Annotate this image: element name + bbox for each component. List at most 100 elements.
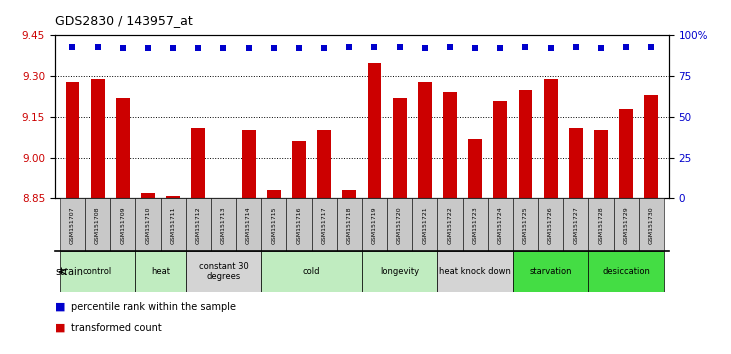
Bar [317,130,331,198]
Bar [463,198,488,251]
Bar [488,198,513,251]
Text: starvation: starvation [529,267,572,276]
Bar [418,81,432,198]
Bar [192,128,205,198]
Point [117,46,129,51]
Bar [85,198,110,251]
Bar [135,251,186,292]
Point [243,46,254,51]
Text: GSM151714: GSM151714 [246,206,251,244]
Bar [311,198,337,251]
Text: cold: cold [303,267,320,276]
Text: GSM151722: GSM151722 [447,206,452,244]
Text: GSM151725: GSM151725 [523,206,528,244]
Bar [216,198,230,201]
Point [444,44,455,50]
Bar [211,198,236,251]
Text: control: control [83,267,113,276]
Point [419,46,431,51]
Point [192,46,204,51]
Bar [493,101,507,198]
Bar [267,190,281,198]
Text: GSM151724: GSM151724 [498,206,503,244]
Bar [588,198,613,251]
Point [570,44,582,50]
Text: transformed count: transformed count [71,323,162,333]
Bar [387,198,412,251]
Bar [166,195,180,198]
Bar [613,198,639,251]
Text: GSM151709: GSM151709 [121,206,125,244]
Point [368,44,380,50]
Text: GSM151707: GSM151707 [70,206,75,244]
Bar [292,141,306,198]
Point [218,46,230,51]
Point [520,44,531,50]
Bar [261,198,287,251]
Bar [412,198,437,251]
Bar [544,79,558,198]
Bar [513,251,588,292]
Text: GSM151730: GSM151730 [648,206,654,244]
Point [92,44,104,50]
Bar [518,90,532,198]
Text: GSM151728: GSM151728 [599,206,603,244]
Point [545,46,556,51]
Text: GSM151718: GSM151718 [346,206,352,244]
Bar [468,138,482,198]
Point [268,46,280,51]
Bar [186,198,211,251]
Text: GSM151721: GSM151721 [423,206,427,244]
Bar [513,198,538,251]
Text: constant 30
degrees: constant 30 degrees [199,262,249,281]
Text: GSM151708: GSM151708 [95,206,100,244]
Text: GSM151729: GSM151729 [624,206,629,244]
Bar [115,98,129,198]
Bar [242,130,256,198]
Text: GSM151726: GSM151726 [548,206,553,244]
Text: GSM151717: GSM151717 [322,206,327,244]
Text: heat knock down: heat knock down [439,267,511,276]
Text: GSM151710: GSM151710 [145,206,151,244]
Point [394,44,406,50]
Bar [141,193,155,198]
Point [167,46,179,51]
Point [595,46,607,51]
Point [494,46,506,51]
Bar [287,198,311,251]
Bar [362,251,437,292]
Bar [443,92,457,198]
Point [142,46,154,51]
Bar [368,63,382,198]
Point [293,46,305,51]
Bar [639,198,664,251]
Bar [569,128,583,198]
Text: GSM151719: GSM151719 [372,206,377,244]
Text: GSM151711: GSM151711 [170,206,175,244]
Text: GSM151720: GSM151720 [397,206,402,244]
Text: strain: strain [56,267,83,277]
Bar [619,109,633,198]
Text: GSM151715: GSM151715 [271,206,276,244]
Bar [186,251,261,292]
Point [318,46,330,51]
Point [67,44,78,50]
Bar [60,251,135,292]
Point [645,44,657,50]
Bar [588,251,664,292]
Bar [110,198,135,251]
Text: GSM151716: GSM151716 [297,206,301,244]
Bar [437,198,463,251]
Text: ■: ■ [55,323,65,333]
Text: GSM151712: GSM151712 [196,206,201,244]
Bar [594,130,608,198]
Bar [644,95,658,198]
Text: GDS2830 / 143957_at: GDS2830 / 143957_at [55,13,192,27]
Bar [362,198,387,251]
Text: desiccation: desiccation [602,267,650,276]
Text: longevity: longevity [380,267,419,276]
Text: ■: ■ [55,302,65,312]
Bar [342,190,356,198]
Bar [538,198,563,251]
Bar [60,198,85,251]
